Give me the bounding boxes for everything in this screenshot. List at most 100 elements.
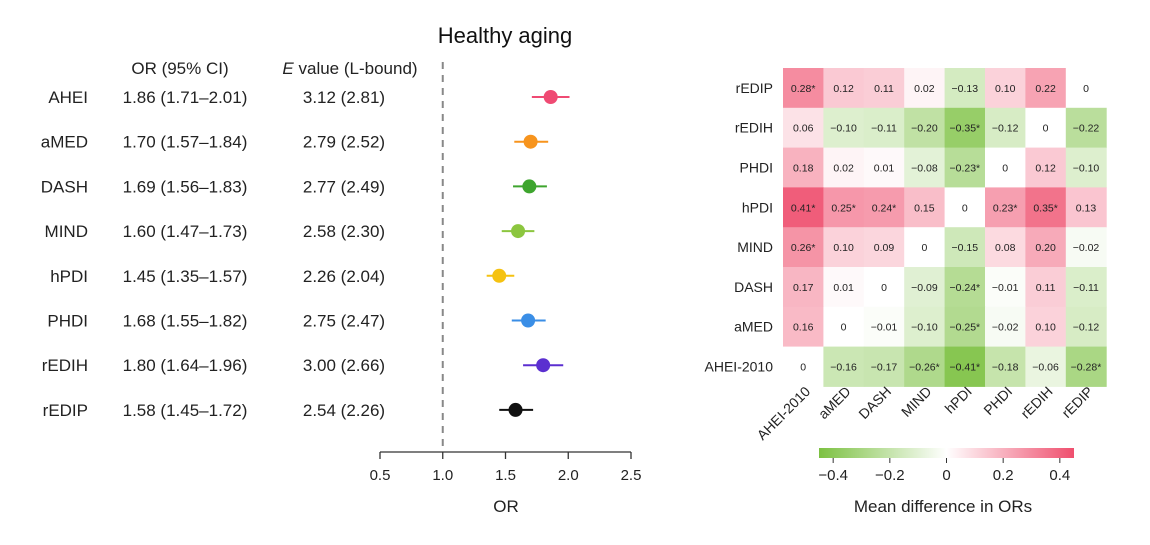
heatmap-cell-label: −0.22 bbox=[1073, 123, 1100, 135]
heatmap-cell-label: 0.02 bbox=[833, 163, 854, 175]
heatmap-cell bbox=[904, 346, 946, 387]
x-tick-label: 2.0 bbox=[558, 467, 579, 484]
heatmap-cell-label: 0.10 bbox=[995, 83, 1016, 95]
heatmap-cell bbox=[985, 306, 1026, 348]
heatmap-cell-label: 0.09 bbox=[874, 242, 895, 254]
evalue-value: 2.26 (2.04) bbox=[303, 267, 385, 286]
heatmap-row-label: PHDI bbox=[740, 160, 773, 176]
heatmap-cell-label: 0 bbox=[1083, 83, 1089, 95]
heatmap-cell bbox=[1025, 227, 1067, 268]
row-label: rEDIH bbox=[42, 356, 88, 375]
forest-row: DASH 1.69 (1.56–1.83) 2.77 (2.49) bbox=[41, 177, 547, 196]
heatmap-cell-label: −0.09 bbox=[911, 282, 938, 294]
colorbar-tick-label: 0.4 bbox=[1049, 467, 1070, 484]
x-tick-label: 2.5 bbox=[621, 467, 642, 484]
heatmap-cell-label: 0.15 bbox=[914, 202, 935, 214]
x-tick-label: 1.0 bbox=[432, 467, 453, 484]
heatmap-cell bbox=[863, 187, 905, 228]
heatmap-cell-label: −0.02 bbox=[1073, 242, 1100, 254]
heatmap-cell-label: 0 bbox=[921, 242, 927, 254]
heatmap-cell bbox=[1025, 147, 1067, 188]
heatmap-cell-label: 0.35* bbox=[1033, 202, 1058, 214]
heatmap-cell-label: −0.06 bbox=[1032, 362, 1059, 374]
or-point bbox=[521, 313, 536, 328]
row-label: hPDI bbox=[50, 267, 88, 286]
evalue-value: 2.79 (2.52) bbox=[303, 133, 385, 152]
heatmap-row-label: aMED bbox=[734, 319, 773, 335]
heatmap-cell-label: −0.01 bbox=[992, 282, 1019, 294]
or-ci-header: OR (95% CI) bbox=[131, 59, 228, 78]
or-ci-value: 1.69 (1.56–1.83) bbox=[123, 177, 248, 196]
heatmap-cell-label: 0.10 bbox=[833, 242, 854, 254]
heatmap-col-label: rEDIH bbox=[1017, 383, 1055, 421]
heatmap-cell-label: −0.24* bbox=[949, 282, 980, 294]
row-label: rEDIP bbox=[43, 401, 88, 420]
heatmap-cell-label: −0.10 bbox=[830, 123, 857, 135]
heatmap-cell-label: −0.25* bbox=[949, 322, 980, 334]
heatmap-cell-label: −0.08 bbox=[911, 163, 938, 175]
heatmap-cell-label: −0.10 bbox=[1073, 163, 1100, 175]
or-point bbox=[536, 358, 551, 373]
heatmap-cell-label: 0.11 bbox=[1036, 282, 1056, 294]
heatmap-cell bbox=[783, 306, 824, 348]
heatmap-cell bbox=[1065, 346, 1107, 387]
heatmap-cell bbox=[823, 267, 865, 308]
heatmap-cell bbox=[1025, 346, 1067, 387]
heatmap-cell bbox=[823, 346, 865, 387]
heatmap-cell bbox=[944, 68, 986, 109]
forest-row: AHEI 1.86 (1.71–2.01) 3.12 (2.81) bbox=[48, 88, 570, 107]
heatmap-cell bbox=[783, 267, 824, 308]
heatmap-cell-label: 0.17 bbox=[793, 282, 814, 294]
heatmap-cell bbox=[823, 306, 865, 348]
heatmap-cell bbox=[1065, 68, 1107, 109]
heatmap-cell bbox=[863, 306, 905, 348]
forest-row: PHDI 1.68 (1.55–1.82) 2.75 (2.47) bbox=[47, 312, 546, 331]
heatmap-cell-label: 0.01 bbox=[874, 163, 895, 175]
forest-row: aMED 1.70 (1.57–1.84) 2.79 (2.52) bbox=[41, 133, 549, 152]
heatmap-col-label: AHEI-2010 bbox=[754, 383, 814, 443]
heatmap-cell bbox=[863, 227, 905, 268]
or-point bbox=[492, 268, 507, 283]
heatmap-cell-label: 0 bbox=[1002, 163, 1008, 175]
heatmap-cell bbox=[1065, 107, 1107, 149]
heatmap-cell bbox=[863, 107, 905, 149]
row-label: MIND bbox=[45, 222, 88, 241]
heatmap-cell-label: −0.02 bbox=[992, 322, 1019, 334]
evalue-header-rest: value (L-bound) bbox=[294, 59, 418, 78]
heatmap-cell bbox=[823, 147, 865, 188]
or-point bbox=[543, 90, 558, 104]
x-tick-label: 0.5 bbox=[370, 467, 391, 484]
heatmap-col-label: MIND bbox=[898, 383, 935, 420]
heatmap-cell-label: −0.13 bbox=[952, 83, 979, 95]
heatmap-cell bbox=[1065, 227, 1107, 268]
heatmap-cell bbox=[985, 267, 1026, 308]
heatmap-cell bbox=[944, 147, 986, 188]
heatmap-cell-label: 0.08 bbox=[995, 242, 1016, 254]
heatmap-cell bbox=[1025, 306, 1067, 348]
heatmap-cell bbox=[985, 68, 1026, 109]
heatmap-col-label: PHDI bbox=[980, 383, 1015, 418]
heatmap-col-label: DASH bbox=[855, 383, 894, 422]
forest-rows: AHEI 1.86 (1.71–2.01) 3.12 (2.81) aMED 1.70 … bbox=[41, 88, 570, 420]
or-ci-value: 1.70 (1.57–1.84) bbox=[123, 133, 248, 152]
colorbar-tick-label: −0.4 bbox=[818, 467, 848, 484]
heatmap-cell bbox=[944, 107, 986, 149]
heatmap-cell bbox=[985, 187, 1026, 228]
heatmap-cell-label: −0.41* bbox=[949, 362, 980, 374]
or-ci-value: 1.68 (1.55–1.82) bbox=[123, 312, 248, 331]
heatmap-cell-label: −0.26* bbox=[909, 362, 940, 374]
heatmap-cell-label: 0 bbox=[881, 282, 887, 294]
evalue-value: 2.54 (2.26) bbox=[303, 401, 385, 420]
evalue-value: 3.12 (2.81) bbox=[303, 88, 385, 107]
colorbar-tick-label: −0.2 bbox=[875, 467, 905, 484]
heatmap-cell-label: −0.01 bbox=[871, 322, 898, 334]
heatmap-cell bbox=[904, 147, 946, 188]
or-ci-value: 1.45 (1.35–1.57) bbox=[123, 267, 248, 286]
heatmap-row-label: rEDIH bbox=[735, 120, 773, 136]
heatmap-cell-label: 0 bbox=[1043, 123, 1049, 135]
or-point bbox=[523, 134, 538, 149]
colorbar-label: Mean difference in ORs bbox=[854, 497, 1032, 516]
heatmap-cell-label: 0 bbox=[800, 362, 806, 374]
heatmap-row-label: DASH bbox=[734, 279, 773, 295]
